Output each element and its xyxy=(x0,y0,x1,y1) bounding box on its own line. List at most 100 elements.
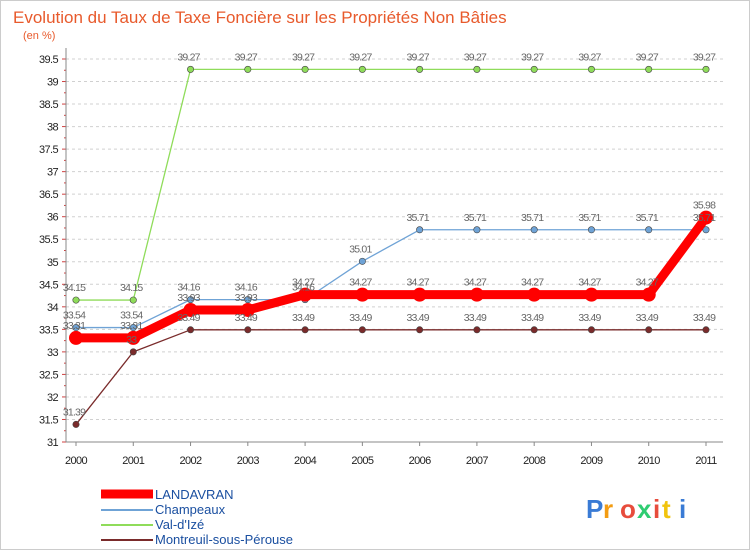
logo-letter: i xyxy=(679,494,686,524)
data-label-val-d-ize: 34.15 xyxy=(120,282,143,294)
data-label-champeaux: 35.71 xyxy=(636,212,659,224)
data-point-val-d-ize xyxy=(244,65,252,73)
series-line-val-d-ize xyxy=(76,68,706,301)
data-point-landavran xyxy=(126,330,141,345)
data-point-val-d-ize xyxy=(416,65,424,73)
data-label-val-d-ize: 39.27 xyxy=(636,51,659,63)
data-label-montreuil-sous-perouse: 33.49 xyxy=(406,312,429,324)
data-label-val-d-ize: 39.27 xyxy=(177,51,200,63)
data-label-montreuil-sous-perouse: 33.49 xyxy=(292,312,315,324)
y-tick-label: 33 xyxy=(47,347,59,359)
legend-item-montreuil[interactable]: Montreuil-sous-Pérouse xyxy=(101,532,293,547)
x-tick-label: 2007 xyxy=(466,455,489,467)
data-point-montreuil-sous-perouse xyxy=(358,326,366,334)
data-point-champeaux xyxy=(530,226,538,234)
x-tick-label: 2011 xyxy=(695,455,717,467)
data-label-val-d-ize: 39.27 xyxy=(693,51,716,63)
logo-letter: r xyxy=(603,494,613,524)
data-label-landavran: 33.93 xyxy=(235,292,258,304)
y-tick-label: 37 xyxy=(47,167,59,179)
legend-item-champeaux[interactable]: Champeaux xyxy=(101,502,226,517)
data-label-landavran: 34.27 xyxy=(521,277,544,289)
data-point-landavran xyxy=(699,210,713,225)
data-label-val-d-ize: 39.27 xyxy=(521,51,544,63)
data-point-landavran xyxy=(412,287,427,302)
data-label-montreuil-sous-perouse: 33.49 xyxy=(235,312,258,324)
data-label-champeaux: 35.71 xyxy=(406,212,429,224)
data-label-champeaux: 35.71 xyxy=(464,212,487,224)
data-label-landavran: 34.27 xyxy=(464,277,487,289)
data-label-montreuil-sous-perouse: 33.49 xyxy=(177,312,200,324)
data-label-montreuil-sous-perouse: 33.49 xyxy=(521,312,544,324)
y-tick-label: 32.5 xyxy=(39,369,58,381)
data-point-landavran xyxy=(641,287,656,302)
logo-letter: i xyxy=(653,494,660,524)
data-point-montreuil-sous-perouse xyxy=(129,348,137,356)
data-label-landavran: 33.31 xyxy=(63,320,86,332)
x-tick-label: 2000 xyxy=(65,455,88,467)
x-tick-label: 2003 xyxy=(237,455,260,467)
data-point-montreuil-sous-perouse xyxy=(645,326,653,334)
data-label-val-d-ize: 39.27 xyxy=(235,51,258,63)
legend-label-val-d-ize: Val-d'Izé xyxy=(155,517,204,532)
legend: LANDAVRAN Champeaux Val-d'Izé Montreuil-… xyxy=(101,487,293,547)
logo-letter: x xyxy=(637,494,652,524)
data-label-champeaux: 34.16 xyxy=(235,282,258,294)
y-tick-label: 31 xyxy=(47,437,59,449)
data-point-champeaux xyxy=(72,324,80,332)
data-point-montreuil-sous-perouse xyxy=(473,326,481,334)
legend-item-val-d-ize[interactable]: Val-d'Izé xyxy=(101,517,204,532)
data-label-val-d-ize: 39.27 xyxy=(406,51,429,63)
data-point-val-d-ize xyxy=(587,65,595,73)
legend-label-champeaux: Champeaux xyxy=(155,502,226,517)
series-line-champeaux xyxy=(76,229,706,329)
data-point-montreuil-sous-perouse xyxy=(530,326,538,334)
data-label-champeaux: 35.71 xyxy=(521,212,544,224)
legend-item-landavran[interactable]: LANDAVRAN xyxy=(101,487,234,502)
data-point-champeaux xyxy=(416,226,424,234)
data-label-champeaux: 33.54 xyxy=(63,310,86,322)
y-tick-label: 36 xyxy=(47,212,59,224)
data-label-landavran: 35.98 xyxy=(693,200,716,212)
x-tick-labels: 2000 2001 2002 2003 2004 2005 2006 2007 2008 2009… xyxy=(65,442,718,467)
series-line-montreuil-sous-perouse xyxy=(75,329,706,425)
legend-label-landavran: LANDAVRAN xyxy=(155,487,234,502)
data-label-val-d-ize: 39.27 xyxy=(578,51,601,63)
x-tick-label: 2009 xyxy=(580,455,603,467)
y-tick-label: 37.5 xyxy=(39,144,58,156)
data-label-champeaux: 33.54 xyxy=(120,310,143,322)
logo-letter: P xyxy=(586,494,603,524)
data-point-val-d-ize xyxy=(72,296,80,304)
data-label-landavran: 34.27 xyxy=(578,277,601,289)
data-label-val-d-ize: 39.27 xyxy=(464,51,487,63)
data-label-champeaux: 34.16 xyxy=(177,282,200,294)
y-tick-label: 32 xyxy=(47,392,59,404)
data-label-landavran: 33.31 xyxy=(120,320,143,332)
y-tick-label: 35 xyxy=(47,257,59,269)
y-tick-label: 39 xyxy=(47,77,59,89)
data-point-val-d-ize xyxy=(645,65,653,73)
data-point-val-d-ize xyxy=(473,65,481,73)
data-label-champeaux: 35.71 xyxy=(578,212,601,224)
data-point-val-d-ize xyxy=(530,65,538,73)
data-label-val-d-ize: 39.27 xyxy=(349,51,372,63)
data-label-montreuil-sous-perouse: 33 xyxy=(126,334,137,346)
data-label-landavran: 34.27 xyxy=(349,277,372,289)
y-tick-label: 34.5 xyxy=(39,279,58,291)
data-point-landavran xyxy=(298,287,313,302)
x-tick-label: 2008 xyxy=(523,455,546,467)
data-label-val-d-ize: 34.15 xyxy=(63,282,86,294)
chart-unit-label: (en %) xyxy=(23,30,55,42)
data-point-val-d-ize xyxy=(702,65,710,73)
data-label-landavran: 33.93 xyxy=(177,292,200,304)
data-point-champeaux xyxy=(645,226,653,234)
y-tick-label: 35.5 xyxy=(39,234,58,246)
grid-lines xyxy=(62,58,723,443)
series-layer xyxy=(69,65,713,428)
data-point-montreuil-sous-perouse xyxy=(244,326,252,334)
data-point-landavran xyxy=(69,330,83,345)
x-tick-label: 2004 xyxy=(294,455,317,467)
x-tick-label: 2010 xyxy=(638,455,661,467)
